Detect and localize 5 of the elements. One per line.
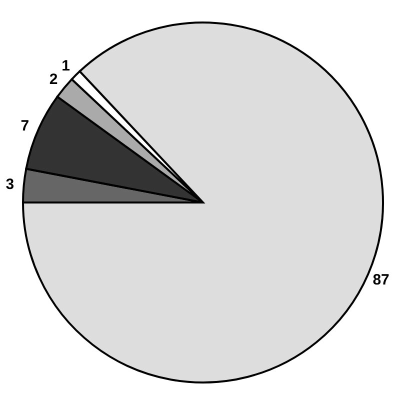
data-label: 1 xyxy=(62,57,70,74)
data-label: 87 xyxy=(372,272,390,289)
data-label: 2 xyxy=(49,70,58,88)
data-label: 7 xyxy=(20,117,30,134)
data-label: 3 xyxy=(6,176,14,194)
